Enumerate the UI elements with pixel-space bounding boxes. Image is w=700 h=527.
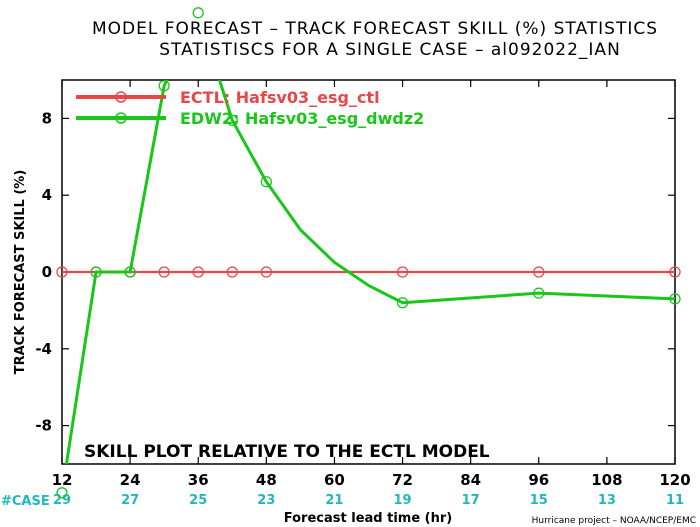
- series-point: [226, 266, 238, 278]
- x-tick-label: 96: [528, 471, 549, 489]
- chart-title: MODEL FORECAST – TRACK FORECAST SKILL (%…: [92, 19, 658, 39]
- y-tick-label: -4: [35, 340, 52, 358]
- y-axis-label: TRACK FORECAST SKILL (%): [13, 170, 28, 375]
- case-count: 29: [53, 493, 71, 508]
- series-point: [669, 293, 681, 305]
- series-point: [669, 266, 681, 278]
- series-point: [396, 266, 409, 278]
- credit-text: Hurricane project – NOAA/NCEP/EMC: [532, 516, 696, 526]
- series-point: [192, 7, 204, 19]
- x-axis: 12 24 36 48 60 72 84 96 108 120: [52, 80, 691, 489]
- series-point: [226, 114, 238, 126]
- legend: ECTL: Hafsv03_esg_ctl EDW2: Hafsv03_esg_d…: [76, 88, 424, 128]
- x-tick-label: 36: [188, 471, 209, 489]
- case-count: 15: [530, 493, 548, 508]
- x-tick-label: 48: [256, 471, 277, 489]
- case-count: 17: [462, 493, 480, 508]
- series-point: [260, 266, 272, 278]
- chart-subtitle: STATISTISCS FOR A SINGLE CASE – al092022…: [159, 40, 621, 60]
- series-point: [56, 266, 68, 278]
- series-line-1: [64, 80, 675, 464]
- series-point: [533, 287, 545, 299]
- x-tick-label: 108: [591, 471, 622, 489]
- case-count: 23: [257, 493, 275, 508]
- x-tick-label: 60: [324, 471, 345, 489]
- x-axis-label: Forecast lead time (hr): [284, 511, 452, 526]
- series-lines: [62, 80, 675, 464]
- series-point: [158, 266, 170, 278]
- series-markers: [56, 7, 681, 499]
- legend-swatch-marker: [115, 91, 127, 103]
- legend-entry-label: ECTL: Hafsv03_esg_ctl: [180, 88, 380, 107]
- series-point: [56, 487, 68, 499]
- y-tick-label: 0: [42, 263, 52, 281]
- y-tick-label: 8: [42, 109, 52, 127]
- y-tick-label: -8: [35, 417, 52, 435]
- series-point: [124, 266, 136, 278]
- x-tick-label: 72: [392, 471, 413, 489]
- case-count: 11: [666, 493, 684, 508]
- series-point: [260, 176, 272, 188]
- legend-entry-label: EDW2: Hafsv03_esg_dwdz2: [180, 109, 424, 128]
- case-count: 27: [121, 493, 139, 508]
- legend-swatch-marker: [115, 112, 127, 124]
- case-count: 25: [189, 493, 207, 508]
- case-count-row: 29 27 25 23 21 19 17 15 13 11: [53, 493, 684, 508]
- y-tick-label: 4: [42, 186, 52, 204]
- series-point: [90, 266, 102, 278]
- case-count: 13: [598, 493, 616, 508]
- series-point: [158, 80, 170, 92]
- case-label: #CASE: [1, 494, 50, 509]
- x-tick-label: 120: [659, 471, 690, 489]
- x-tick-label: 84: [460, 471, 481, 489]
- series-point: [192, 266, 204, 278]
- series-point: [533, 266, 545, 278]
- x-tick-label: 24: [120, 471, 141, 489]
- skill-annotation: SKILL PLOT RELATIVE TO THE ECTL MODEL: [84, 442, 490, 462]
- case-count: 19: [394, 493, 412, 508]
- case-count: 21: [325, 493, 343, 508]
- series-point: [396, 297, 409, 309]
- y-axis: -8 -4 0 4 8: [35, 109, 675, 435]
- x-tick-label: 12: [52, 471, 73, 489]
